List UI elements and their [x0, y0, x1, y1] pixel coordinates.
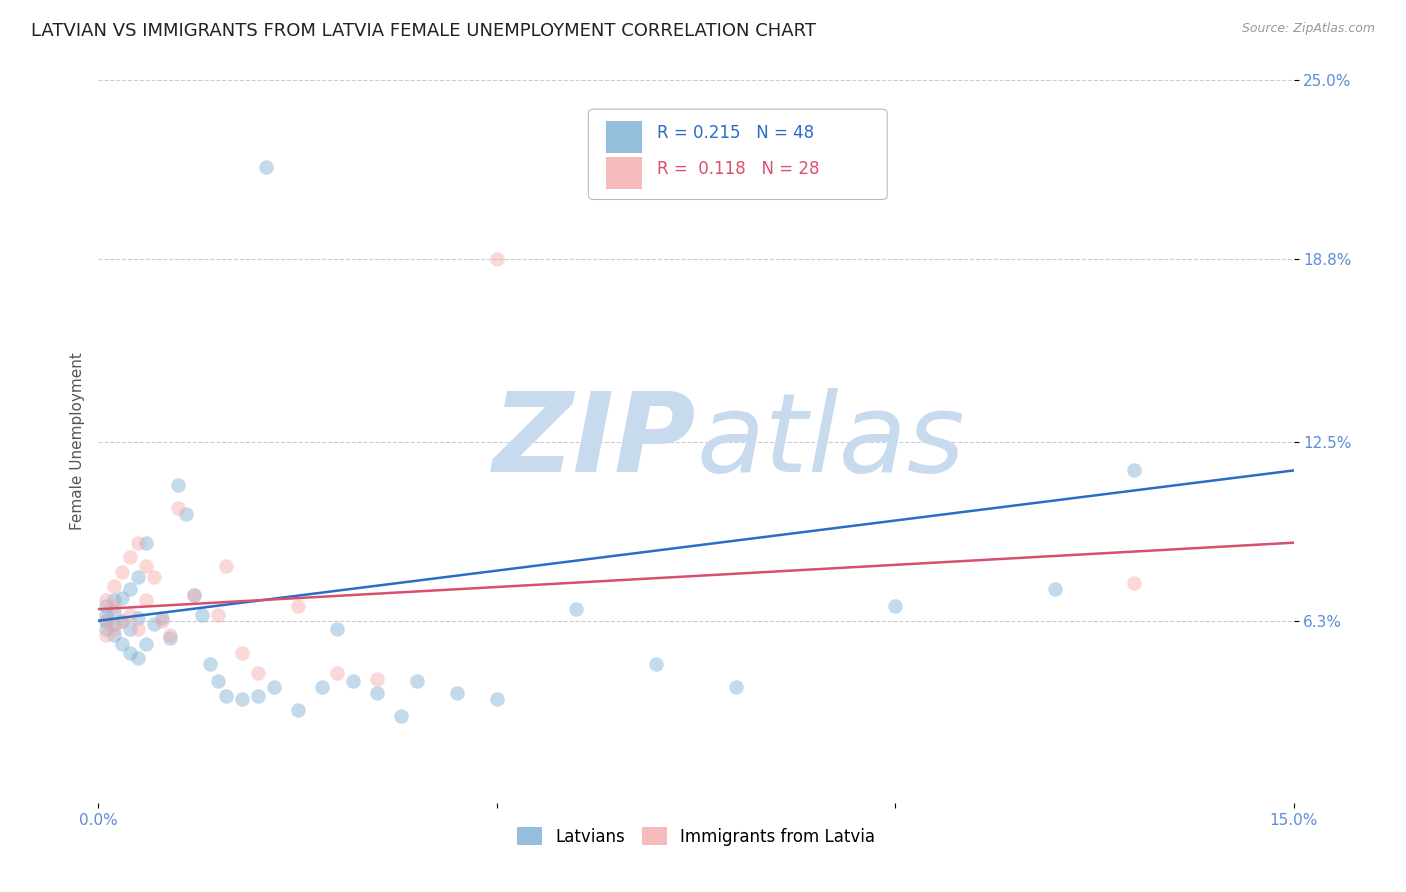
- Point: [96, 599, 118, 614]
- Point: [159, 631, 181, 645]
- Point: [485, 252, 508, 267]
- Point: [446, 686, 468, 700]
- Point: [103, 579, 125, 593]
- Point: [127, 651, 149, 665]
- Point: [120, 607, 142, 622]
- Point: [183, 588, 205, 602]
- Point: [287, 599, 309, 614]
- Point: [120, 646, 142, 660]
- Point: [231, 691, 253, 706]
- Point: [127, 611, 149, 625]
- Point: [207, 674, 229, 689]
- Y-axis label: Female Unemployment: Female Unemployment: [69, 352, 84, 531]
- Point: [127, 535, 149, 549]
- Point: [159, 628, 181, 642]
- Point: [150, 611, 173, 625]
- Point: [135, 637, 157, 651]
- Point: [103, 628, 125, 642]
- Point: [565, 602, 588, 616]
- Point: [174, 507, 197, 521]
- Point: [884, 599, 907, 614]
- Text: Source: ZipAtlas.com: Source: ZipAtlas.com: [1241, 22, 1375, 36]
- Point: [96, 614, 118, 628]
- Point: [191, 607, 214, 622]
- Point: [724, 680, 747, 694]
- Point: [96, 623, 118, 637]
- Point: [215, 558, 238, 573]
- Text: LATVIAN VS IMMIGRANTS FROM LATVIA FEMALE UNEMPLOYMENT CORRELATION CHART: LATVIAN VS IMMIGRANTS FROM LATVIA FEMALE…: [31, 22, 815, 40]
- Bar: [606, 157, 643, 189]
- Point: [215, 689, 238, 703]
- Point: [198, 657, 221, 671]
- Point: [127, 623, 149, 637]
- Text: ZIP: ZIP: [492, 388, 696, 495]
- Point: [183, 588, 205, 602]
- Point: [143, 570, 166, 584]
- Point: [103, 623, 125, 637]
- Point: [96, 628, 118, 642]
- Point: [135, 535, 157, 549]
- Point: [366, 672, 388, 686]
- Point: [143, 616, 166, 631]
- Point: [342, 674, 364, 689]
- Point: [111, 614, 134, 628]
- Point: [96, 614, 118, 628]
- Point: [254, 160, 277, 174]
- Point: [135, 558, 157, 573]
- Point: [103, 605, 125, 619]
- Point: [111, 637, 134, 651]
- Point: [207, 607, 229, 622]
- Point: [326, 623, 349, 637]
- Bar: [606, 120, 643, 153]
- Point: [263, 680, 285, 694]
- Point: [120, 623, 142, 637]
- Legend: Latvians, Immigrants from Latvia: Latvians, Immigrants from Latvia: [510, 821, 882, 852]
- Point: [111, 614, 134, 628]
- Point: [96, 607, 118, 622]
- Point: [326, 665, 349, 680]
- Text: R = 0.215   N = 48: R = 0.215 N = 48: [657, 124, 814, 142]
- Point: [1043, 582, 1066, 596]
- Point: [120, 582, 142, 596]
- Text: R =  0.118   N = 28: R = 0.118 N = 28: [657, 161, 820, 178]
- Point: [111, 591, 134, 605]
- Point: [287, 703, 309, 717]
- Point: [103, 599, 125, 614]
- Point: [246, 665, 269, 680]
- Point: [120, 550, 142, 565]
- Point: [150, 614, 173, 628]
- Point: [231, 646, 253, 660]
- Point: [1123, 463, 1146, 477]
- Point: [246, 689, 269, 703]
- Point: [485, 691, 508, 706]
- Point: [167, 501, 190, 516]
- Point: [103, 616, 125, 631]
- Point: [1123, 576, 1146, 591]
- Point: [645, 657, 668, 671]
- Point: [127, 570, 149, 584]
- Point: [167, 478, 190, 492]
- Point: [389, 709, 412, 723]
- Point: [103, 593, 125, 607]
- Point: [96, 593, 118, 607]
- Point: [366, 686, 388, 700]
- Point: [111, 565, 134, 579]
- FancyBboxPatch shape: [589, 109, 887, 200]
- Text: atlas: atlas: [696, 388, 965, 495]
- Point: [135, 593, 157, 607]
- Point: [311, 680, 333, 694]
- Point: [406, 674, 429, 689]
